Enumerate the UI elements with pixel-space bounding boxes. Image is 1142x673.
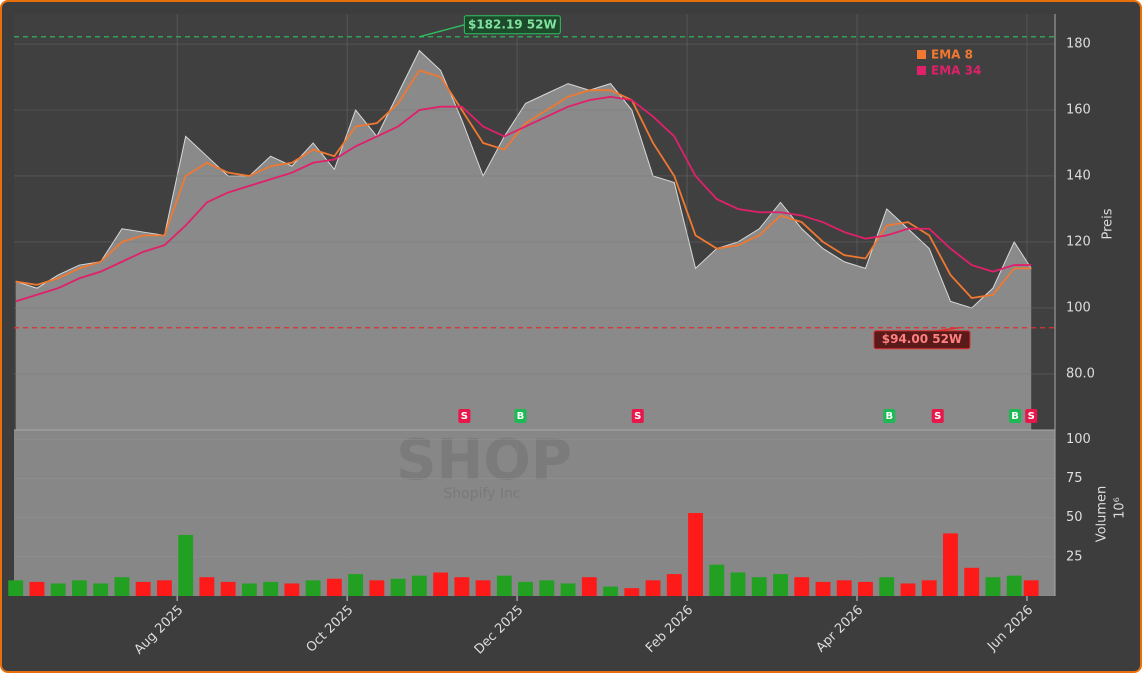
volume-bar [730, 572, 746, 596]
ema-line [15, 69, 1032, 300]
volume-bar [263, 581, 279, 596]
y-axis-label: Preis [1101, 208, 1116, 239]
volume-bar [369, 580, 385, 596]
volume-bar [794, 577, 810, 596]
volume-bar [71, 580, 87, 596]
volume-bar [624, 588, 640, 596]
volume-bar [135, 581, 151, 596]
volume-bar [539, 580, 555, 596]
signal-label: S [634, 411, 641, 422]
signal-marker [631, 409, 644, 423]
volume-bar [29, 581, 45, 596]
volume-bar [475, 580, 491, 596]
signal-label: S [1028, 411, 1035, 422]
level-box [463, 15, 561, 35]
volume-bar [560, 583, 576, 596]
x-tick-label: Dec 2025 [472, 603, 527, 658]
x-tick-label: Jun 2026 [984, 603, 1036, 655]
volume-bar [836, 580, 852, 596]
signal-marker [883, 409, 896, 423]
volume-bar [1023, 580, 1039, 596]
y-tick-label: 180 [1066, 37, 1091, 52]
watermark-company: Shopify Inc [443, 486, 520, 502]
watermark-symbol: SHOP [396, 428, 572, 493]
price-area [15, 50, 1032, 430]
y2-axis-label: Volumen [1095, 486, 1110, 543]
volume-bar [114, 577, 130, 596]
x-tick-label: Aug 2025 [132, 603, 187, 658]
volume-bar [326, 578, 342, 596]
volume-bar [879, 577, 895, 596]
volume-bar [454, 577, 470, 596]
volume-bar [688, 513, 703, 596]
level-arrow [419, 24, 465, 38]
signal-label: B [1011, 411, 1019, 422]
level-label: $182.19 52W [468, 17, 557, 31]
level-box [873, 330, 971, 350]
volume-bar [518, 581, 534, 596]
volume-bar [8, 580, 24, 596]
volume-bar [900, 583, 916, 596]
signal-label: B [885, 411, 893, 422]
volume-bar [496, 575, 512, 596]
volume-bar [645, 580, 661, 596]
y-tick-label: 160 [1066, 103, 1091, 118]
y2-tick-label: 50 [1066, 510, 1083, 525]
volume-bar [390, 578, 406, 596]
volume-bar [199, 577, 215, 596]
volume-bar [178, 534, 194, 596]
volume-bar [751, 577, 767, 596]
volume-bar [581, 577, 597, 596]
y-tick-label: 140 [1066, 168, 1091, 183]
signal-marker [1025, 409, 1038, 423]
legend-label: EMA 8 [931, 48, 973, 62]
legend-swatch [917, 50, 926, 59]
signal-marker [931, 409, 944, 423]
volume-bar [241, 583, 257, 596]
signal-label: B [517, 411, 525, 422]
y-tick-label: 80.0 [1066, 366, 1095, 381]
volume-bar [921, 580, 937, 596]
volume-bar [603, 586, 618, 596]
x-tick-label: Apr 2026 [813, 603, 866, 656]
volume-bar [284, 583, 300, 596]
volume-bar [305, 580, 321, 596]
volume-bar [773, 574, 788, 596]
volume-bar [1006, 575, 1022, 596]
x-tick-label: Feb 2026 [643, 603, 696, 656]
legend-label: EMA 34 [931, 64, 981, 78]
y2-tick-label: 100 [1066, 432, 1091, 447]
volume-bar [220, 581, 236, 596]
signal-marker [514, 409, 527, 423]
signal-label: S [934, 411, 941, 422]
volume-bar [348, 574, 364, 596]
volume-bar [985, 577, 1001, 596]
ema-line [15, 95, 1032, 303]
volume-bar [943, 533, 958, 596]
volume-bar [666, 574, 682, 596]
y2-tick-label: 75 [1066, 471, 1083, 486]
volume-bar [433, 572, 449, 596]
volume-bar [156, 580, 172, 596]
volume-bar [815, 581, 831, 596]
y2-axis-unit: 10⁶ [1113, 497, 1128, 519]
signal-marker [1009, 409, 1022, 423]
y-tick-label: 100 [1066, 300, 1091, 315]
volume-bar [709, 564, 725, 596]
signal-marker [458, 409, 471, 423]
volume-bar [50, 583, 66, 596]
price-line [15, 49, 1032, 309]
y-tick-label: 120 [1066, 234, 1091, 249]
x-tick-label: Oct 2025 [304, 603, 357, 656]
legend-swatch [917, 66, 926, 75]
volume-bar [93, 583, 109, 596]
level-label: $94.00 52W [882, 332, 962, 346]
volume-bar [964, 567, 980, 596]
volume-bar [858, 581, 873, 596]
y2-tick-label: 25 [1066, 549, 1083, 564]
volume-bar [411, 575, 427, 596]
signal-label: S [461, 411, 468, 422]
